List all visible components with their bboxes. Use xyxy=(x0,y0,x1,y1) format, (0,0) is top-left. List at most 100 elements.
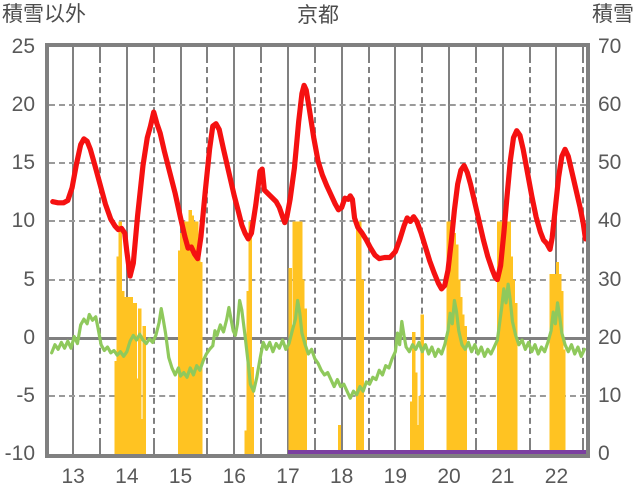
snow-depth-bar xyxy=(294,221,299,454)
snow-depth-bar xyxy=(133,302,138,454)
snow-depth-bar xyxy=(501,221,505,454)
snow-depth-bar xyxy=(409,401,414,454)
right-axis-tick-label: 40 xyxy=(598,209,622,233)
snow-depth-bar xyxy=(179,233,184,454)
snow-depth-bar xyxy=(190,215,195,454)
snow-depth-bar xyxy=(188,209,192,454)
snow-depth-bar xyxy=(509,256,514,454)
snow-depth-bar xyxy=(507,221,511,454)
snow-depth-bar xyxy=(303,308,307,454)
snow-depth-bar xyxy=(288,267,292,454)
axis-tickmark xyxy=(99,47,101,58)
snow-depth-bars xyxy=(114,209,566,454)
snow-depth-bar xyxy=(505,221,509,454)
vertical-gridline-dashed xyxy=(206,47,209,454)
vertical-gridline-dashed xyxy=(313,47,316,454)
red-line-path xyxy=(50,82,586,292)
axis-tickmark xyxy=(99,443,101,454)
axis-tickmark xyxy=(340,47,343,58)
snow-depth-bar xyxy=(192,221,197,454)
horizontal-gridline xyxy=(49,278,586,281)
axis-tickmark xyxy=(474,47,477,58)
snow-depth-bar xyxy=(125,297,129,454)
axis-tickmark xyxy=(528,443,531,454)
snow-depth-bar xyxy=(356,221,360,454)
left-axis-tick-label: 25 xyxy=(11,35,35,58)
snow-depth-bar xyxy=(454,244,459,454)
snow-depth-bar xyxy=(457,279,461,454)
page-title: 京都 xyxy=(297,4,339,27)
vertical-gridline-dashed xyxy=(99,47,101,454)
x-axis-tick-label: 20 xyxy=(437,465,461,488)
axis-tickmark xyxy=(260,47,263,58)
snow-depth-bar xyxy=(551,273,555,454)
vertical-gridline-solid xyxy=(555,47,558,454)
snow-depth-bar xyxy=(498,221,503,454)
snow-depth-bar xyxy=(463,326,467,454)
right-axis-tick-label: 60 xyxy=(598,93,622,117)
snow-depth-bar xyxy=(301,279,305,454)
snow-depth-bar xyxy=(138,308,142,454)
axis-tickmark xyxy=(582,443,585,454)
axis-tickmark xyxy=(206,443,209,454)
vertical-gridline-dashed xyxy=(474,47,477,454)
snow-depth-bar xyxy=(416,424,420,454)
snow-depth-bar xyxy=(142,326,146,454)
axis-tickmark xyxy=(125,47,128,58)
zero-line xyxy=(49,336,586,340)
snow-depth-bar xyxy=(140,419,144,454)
axis-tickmark xyxy=(313,47,316,58)
snow-depth-bar xyxy=(186,221,190,454)
snow-depth-bar xyxy=(177,250,182,454)
snow-depth-bar xyxy=(513,302,518,454)
snow-depth-bar xyxy=(290,331,294,454)
horizontal-gridline xyxy=(49,104,586,107)
snow-depth-bar xyxy=(511,279,516,454)
horizontal-gridline xyxy=(49,220,586,223)
snow-depth-bar xyxy=(360,279,364,454)
red-line-series xyxy=(50,82,586,292)
x-axis-tick-label: 13 xyxy=(61,465,85,488)
x-axis-tick-label: 14 xyxy=(115,465,139,488)
snow-depth-bar xyxy=(182,221,186,454)
snow-depth-bar xyxy=(297,221,301,454)
axis-tickmark xyxy=(152,47,155,58)
left-axis-tick-label: 5 xyxy=(23,267,35,291)
right-axis-tick-label: 30 xyxy=(598,267,622,291)
vertical-gridline-dashed xyxy=(421,47,424,454)
axis-tickmark xyxy=(233,443,236,454)
snow-depth-bar xyxy=(414,372,418,454)
snow-depth-bar xyxy=(358,221,362,454)
left-axis-tick-label: -10 xyxy=(4,442,35,465)
plot-inner xyxy=(49,47,586,454)
vertical-gridline-dashed xyxy=(367,47,370,454)
axis-tickmark xyxy=(179,47,182,58)
vertical-gridline-solid xyxy=(340,47,343,454)
snow-depth-bar xyxy=(560,291,564,454)
green-line-path xyxy=(50,282,586,400)
axis-tickmark xyxy=(448,47,451,58)
snow-depth-bar xyxy=(420,314,424,454)
left-axis-tick-label: 0 xyxy=(23,325,35,349)
snow-depth-bar xyxy=(299,221,303,454)
snow-depth-bar xyxy=(418,395,422,454)
plot-area xyxy=(45,43,590,458)
snow-depth-bar xyxy=(250,366,255,454)
snow-depth-bar xyxy=(337,424,342,454)
snow-depth-bar xyxy=(129,297,133,454)
green-line-series xyxy=(50,282,586,400)
vertical-gridline-solid xyxy=(286,47,289,454)
snow-depth-bar xyxy=(114,360,118,454)
left-axis-tick-label: 15 xyxy=(11,151,35,175)
axis-tickmark xyxy=(367,47,370,58)
x-axis-tick-label: 16 xyxy=(222,465,246,488)
right-axis-tick-label: 10 xyxy=(598,383,622,407)
x-axis-tick-label: 22 xyxy=(544,465,569,488)
vertical-gridline-solid xyxy=(233,47,236,454)
left-axis-tick-label: 10 xyxy=(11,209,35,233)
axis-tickmark xyxy=(528,47,531,58)
axis-tickmark xyxy=(233,47,236,58)
left-axis-tick-label: 20 xyxy=(11,93,35,117)
right-axis-tick-label: 0 xyxy=(598,442,610,465)
snow-depth-bar xyxy=(461,314,465,454)
